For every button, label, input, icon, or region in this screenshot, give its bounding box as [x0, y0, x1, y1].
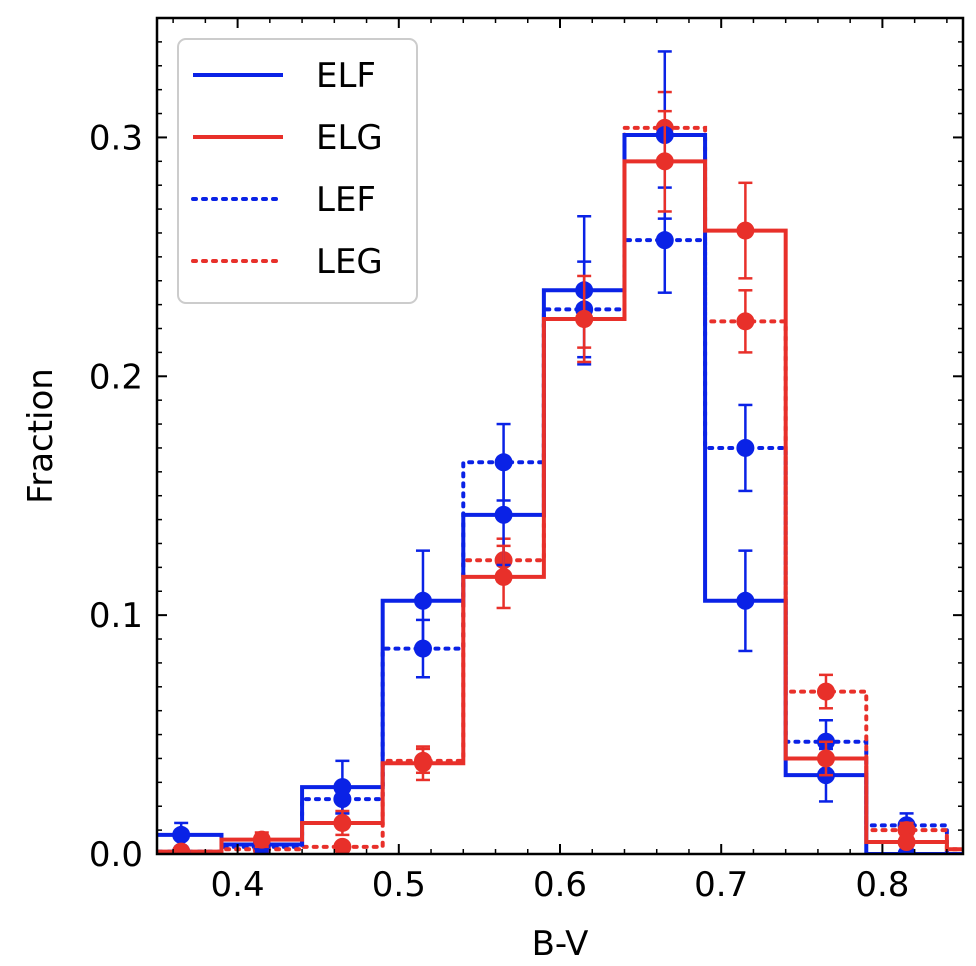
plot-frame	[155, 16, 965, 856]
ticks-layer: 0.4 0.5 0.6 0.7 0.8 0.0 0.1 0.2 0.3	[89, 17, 963, 905]
x-tick-label: 0.7	[694, 865, 748, 905]
series-elg-point	[575, 309, 594, 328]
x-tick-label: 0.6	[533, 865, 587, 905]
series-elg-point	[172, 842, 191, 854]
y-tick-label: 0.0	[89, 835, 143, 875]
series-elf-point	[172, 825, 191, 844]
x-axis-label: B-V	[532, 924, 589, 964]
series-lef-point	[736, 438, 755, 457]
series-elg-point	[736, 221, 755, 240]
x-tick-label: 0.8	[855, 865, 909, 905]
series-elg-point	[655, 152, 674, 171]
series-elf-point	[413, 591, 432, 610]
series-elg-point	[413, 754, 432, 773]
legend-label-leg: LEG	[316, 242, 383, 282]
series-lef-point	[655, 231, 674, 250]
legend-label-lef: LEF	[316, 180, 376, 220]
legend: ELF ELG LEF LEG	[177, 38, 418, 304]
series-elg-point	[252, 830, 271, 849]
series-elg-point	[816, 749, 835, 768]
series-layer	[157, 50, 963, 854]
legend-box	[177, 38, 418, 304]
series-leg-point	[816, 682, 835, 701]
y-tick-label: 0.1	[89, 596, 143, 636]
series-elf-point	[736, 591, 755, 610]
series-lef-point	[494, 453, 513, 472]
y-tick-label: 0.2	[89, 357, 143, 397]
series-elg-point	[333, 813, 352, 832]
y-tick-label: 0.3	[89, 118, 143, 158]
legend-label-elg: ELG	[316, 118, 383, 158]
x-tick-label: 0.4	[211, 865, 265, 905]
series-elf-point	[494, 505, 513, 524]
series-elg-point	[897, 833, 916, 852]
y-axis-label: Fraction	[21, 368, 61, 504]
series-elf-point	[333, 778, 352, 797]
series-leg-point	[333, 837, 352, 854]
legend-label-elf: ELF	[316, 56, 376, 96]
series-leg-point	[736, 312, 755, 331]
x-tick-label: 0.5	[372, 865, 426, 905]
series-elg-point	[494, 567, 513, 586]
